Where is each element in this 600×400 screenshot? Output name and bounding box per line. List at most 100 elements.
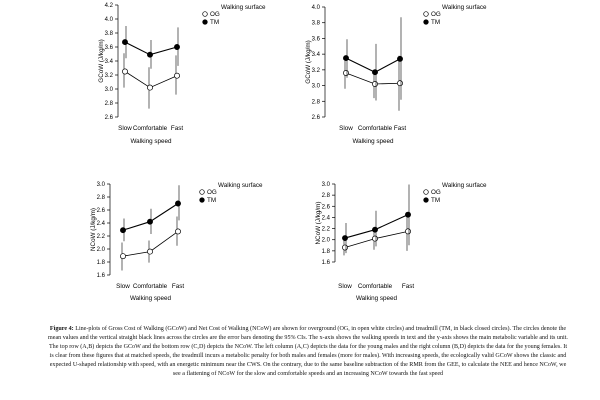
legend-label-og: OG [431, 189, 441, 196]
chart-panel-a: 2.6 2.8 3.0 3.2 3.4 3.6 3.8 4.0 4.2 GCoW (J/kg/m)… [98, 3, 266, 145]
data-point-tm [122, 39, 128, 46]
data-point-og [405, 228, 411, 235]
legend-label-tm: TM [431, 197, 440, 204]
y-tick-label: 3.6 [105, 45, 114, 51]
y-tick-label: 4.0 [312, 5, 321, 11]
data-point-tm [397, 55, 403, 62]
x-tick-label: Fast [402, 283, 414, 290]
legend-marker-og [423, 189, 429, 195]
caption-label: Figure 4: [49, 326, 74, 332]
y-tick-label: 2.4 [97, 221, 106, 227]
y-tick-label: 3.8 [105, 31, 114, 37]
y-tick-label: 3.2 [105, 73, 114, 79]
y-tick-label: 3.2 [312, 68, 321, 74]
figure-caption: Figure 4: Line-plots of Gross Cost of Wa… [48, 325, 568, 379]
y-tick-label: 1.6 [322, 260, 331, 266]
data-point-og [397, 80, 403, 87]
y-tick-label: 2.8 [97, 195, 106, 201]
data-point-og [342, 244, 348, 251]
chart-panel-d: 1.6 1.8 2.0 2.2 2.4 2.6 2.8 3.0 NCoW (J/kg/m) Slo… [315, 182, 487, 302]
legend-title: Walking surface [221, 4, 266, 11]
y-tick-label: 1.8 [322, 249, 331, 255]
figure-4-charts: 2.6 2.8 3.0 3.2 3.4 3.6 3.8 4.0 4.2 GCoW (J/kg/m)… [90, 3, 487, 302]
data-point-tm [372, 69, 378, 76]
data-point-tm [120, 227, 126, 234]
y-tick-label: 2.8 [322, 193, 331, 199]
x-axis-label: Walking speed [356, 295, 398, 302]
y-tick-label: 2.2 [322, 227, 331, 233]
legend-label-og: OG [207, 189, 217, 196]
data-point-og [120, 253, 126, 260]
y-tick-label: 2.8 [312, 99, 321, 105]
data-point-og [372, 81, 378, 87]
data-point-og [372, 235, 378, 242]
y-tick-label: 3.0 [322, 182, 331, 188]
x-tick-label: Comfortable [358, 125, 393, 132]
data-point-tm [147, 51, 153, 58]
legend-marker-tm [423, 197, 429, 203]
data-point-og [343, 70, 349, 76]
data-point-tm [372, 226, 378, 233]
legend-marker-og [202, 11, 208, 17]
x-tick-label: Slow [338, 283, 352, 290]
y-axis-label: GCoW (J/kg/m) [98, 39, 105, 82]
y-tick-label: 4.0 [105, 17, 114, 23]
data-point-tm [343, 55, 349, 62]
x-tick-label: Fast [172, 283, 184, 290]
y-tick-label: 3.0 [312, 84, 321, 90]
data-point-og [174, 72, 180, 79]
data-point-tm [174, 44, 180, 50]
legend-label-tm: TM [210, 19, 219, 26]
x-tick-label: Fast [394, 125, 406, 132]
legend-marker-tm [202, 19, 208, 25]
legend-label-tm: TM [207, 197, 216, 204]
data-point-tm [147, 218, 153, 225]
legend-marker-og [199, 189, 205, 195]
x-tick-label: Fast [171, 125, 183, 132]
y-tick-label: 3.0 [97, 182, 106, 188]
y-tick-label: 2.0 [97, 247, 106, 253]
y-tick-label: 2.6 [105, 115, 114, 121]
x-tick-label: Comfortable [133, 283, 168, 290]
y-tick-label: 2.6 [322, 204, 331, 210]
series-line-tm [122, 203, 179, 231]
data-point-tm [405, 211, 411, 218]
legend-title: Walking surface [442, 182, 487, 189]
y-axis-label: NCoW (J/kg/m) [90, 208, 97, 251]
x-axis-label: Walking speed [130, 138, 172, 145]
series-line-tm [344, 214, 409, 239]
legend-marker-og [423, 11, 429, 17]
legend-marker-tm [423, 19, 429, 25]
data-point-og [147, 84, 153, 91]
data-point-tm [342, 235, 348, 241]
y-tick-label: 3.6 [312, 36, 321, 42]
x-axis-label: Walking speed [352, 138, 394, 145]
y-tick-label: 2.2 [97, 234, 106, 240]
y-tick-label: 2.6 [97, 208, 106, 214]
y-tick-label: 3.4 [105, 59, 114, 65]
x-tick-label: Slow [116, 283, 130, 290]
y-tick-label: 4.2 [105, 3, 114, 9]
legend-label-og: OG [210, 11, 220, 18]
legend-label-og: OG [431, 11, 441, 18]
legend-title: Walking surface [218, 182, 263, 189]
legend-marker-tm [199, 197, 205, 203]
y-tick-label: 1.6 [97, 273, 106, 279]
x-tick-label: Slow [118, 125, 132, 132]
data-point-og [175, 228, 181, 235]
legend-title: Walking surface [442, 4, 487, 11]
data-point-tm [175, 200, 181, 207]
data-point-og [147, 248, 153, 255]
x-axis-label: Walking speed [130, 295, 172, 302]
legend-label-tm: TM [431, 19, 440, 26]
y-tick-label: 2.4 [322, 215, 331, 221]
chart-panel-c: 1.6 1.8 2.0 2.2 2.4 2.6 2.8 3.0 NCoW (J/kg/m) Slo… [90, 182, 263, 302]
y-tick-label: 2.0 [322, 238, 331, 244]
x-tick-label: Slow [339, 125, 353, 132]
y-axis-label: GCoW (J/kg/m) [305, 40, 312, 83]
data-point-og [122, 68, 128, 75]
chart-panel-b: 2.6 2.8 3.0 3.2 3.4 3.6 3.8 4.0 GCoW (J/kg/m) Slo… [305, 4, 487, 145]
y-tick-label: 3.4 [312, 52, 321, 58]
x-tick-label: Comfortable [358, 283, 393, 290]
y-tick-label: 3.0 [105, 87, 114, 93]
